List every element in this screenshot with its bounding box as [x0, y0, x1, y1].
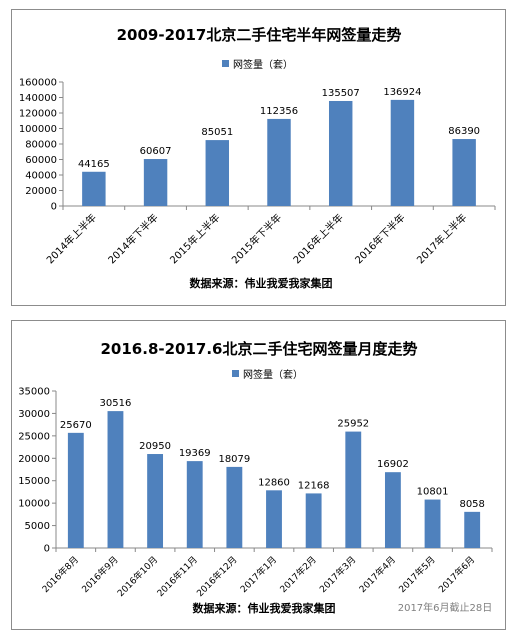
y-tick-label: 15000	[18, 476, 50, 487]
bar	[328, 100, 353, 206]
data-label: 12168	[298, 480, 330, 491]
y-tick-label: 10000	[18, 499, 50, 510]
data-label: 135507	[322, 88, 360, 99]
data-label: 10801	[417, 487, 449, 498]
legend-swatch	[232, 370, 239, 377]
data-label: 16902	[377, 459, 409, 470]
y-tick-label: 0	[51, 202, 57, 213]
legend-swatch	[222, 60, 229, 67]
y-tick-label: 0	[44, 544, 50, 555]
data-label: 86390	[448, 126, 480, 137]
y-tick-label: 80000	[25, 140, 57, 151]
data-label: 20950	[139, 441, 171, 452]
y-tick-label: 40000	[25, 171, 57, 182]
data-label: 85051	[201, 127, 233, 138]
x-tick-label: 2014年上半年	[44, 211, 99, 266]
x-tick-label: 2017年4月	[357, 554, 398, 595]
x-tick-label: 2017年2月	[277, 554, 318, 595]
x-tick-label: 2016年11月	[154, 554, 200, 600]
y-tick-label: 25000	[18, 431, 50, 442]
data-label: 112356	[260, 106, 298, 117]
y-tick-label: 120000	[19, 109, 57, 120]
y-tick-label: 5000	[25, 521, 50, 532]
bar	[226, 466, 243, 548]
bar	[345, 431, 362, 548]
y-tick-label: 20000	[18, 454, 50, 465]
y-tick-label: 60000	[25, 155, 57, 166]
x-tick-label: 2015年下半年	[229, 211, 284, 266]
y-tick-label: 140000	[19, 93, 57, 104]
data-label: 60607	[140, 146, 172, 157]
y-tick-label: 160000	[19, 78, 57, 89]
chart-title: 2016.8-2017.6北京二手住宅网签量月度走势	[101, 340, 418, 358]
bar	[143, 159, 168, 206]
bar	[390, 99, 415, 206]
chart-panel-monthly: 2016.8-2017.6北京二手住宅网签量月度走势网签量（套） 0 5000 100…	[11, 320, 506, 630]
bar	[464, 511, 481, 548]
chart-title: 2009-2017北京二手住宅半年网签量走势	[117, 26, 402, 44]
bar	[147, 454, 164, 548]
data-label: 25952	[337, 419, 369, 430]
legend-label: 网签量（套）	[243, 368, 303, 381]
x-tick-label: 2016年9月	[79, 554, 120, 595]
bar	[67, 432, 84, 548]
x-tick-label: 2014年下半年	[105, 211, 160, 266]
bar	[205, 140, 230, 206]
data-label: 8058	[459, 499, 484, 510]
chart-panel-halfyear: 2009-2017北京二手住宅半年网签量走势网签量（套） 0 20000 40000 6…	[11, 9, 506, 306]
bar	[424, 499, 441, 548]
x-tick-label: 2017年3月	[317, 554, 358, 595]
bar	[107, 411, 124, 548]
x-tick-label: 2017年1月	[238, 554, 279, 595]
bar	[384, 472, 401, 548]
data-label: 136924	[383, 87, 421, 98]
data-label: 25670	[60, 420, 92, 431]
source-note: 数据来源：伟业我爱我家集团	[193, 601, 336, 615]
y-tick-label: 30000	[18, 409, 50, 420]
y-tick-label: 35000	[18, 387, 50, 398]
x-tick-label: 2017年上半年	[414, 211, 469, 266]
data-label: 12860	[258, 477, 290, 488]
source-note: 数据来源：伟业我爱我家集团	[190, 276, 333, 290]
bar	[186, 461, 203, 548]
cutoff-note: 2017年6月截止28日	[398, 601, 493, 614]
x-tick-label: 2017年5月	[396, 554, 437, 595]
x-tick-label: 2016年10月	[115, 554, 161, 600]
x-tick-label: 2016年12月	[194, 554, 240, 600]
x-tick-label: 2016年8月	[39, 554, 80, 595]
bar	[452, 139, 476, 206]
data-label: 44165	[78, 159, 110, 170]
y-tick-label: 20000	[25, 186, 57, 197]
data-label: 19369	[179, 448, 211, 459]
x-tick-label: 2016年下半年	[352, 211, 407, 266]
data-label: 30516	[100, 398, 132, 409]
bar	[305, 493, 322, 548]
x-tick-label: 2015年上半年	[167, 211, 222, 266]
x-tick-label: 2016年上半年	[290, 211, 345, 266]
legend-label: 网签量（套）	[233, 58, 293, 71]
bar	[266, 490, 282, 548]
bar	[82, 171, 106, 206]
x-tick-label: 2017年6月	[436, 554, 477, 595]
bar	[267, 118, 291, 206]
y-tick-label: 100000	[19, 124, 57, 135]
data-label: 18079	[218, 454, 250, 465]
